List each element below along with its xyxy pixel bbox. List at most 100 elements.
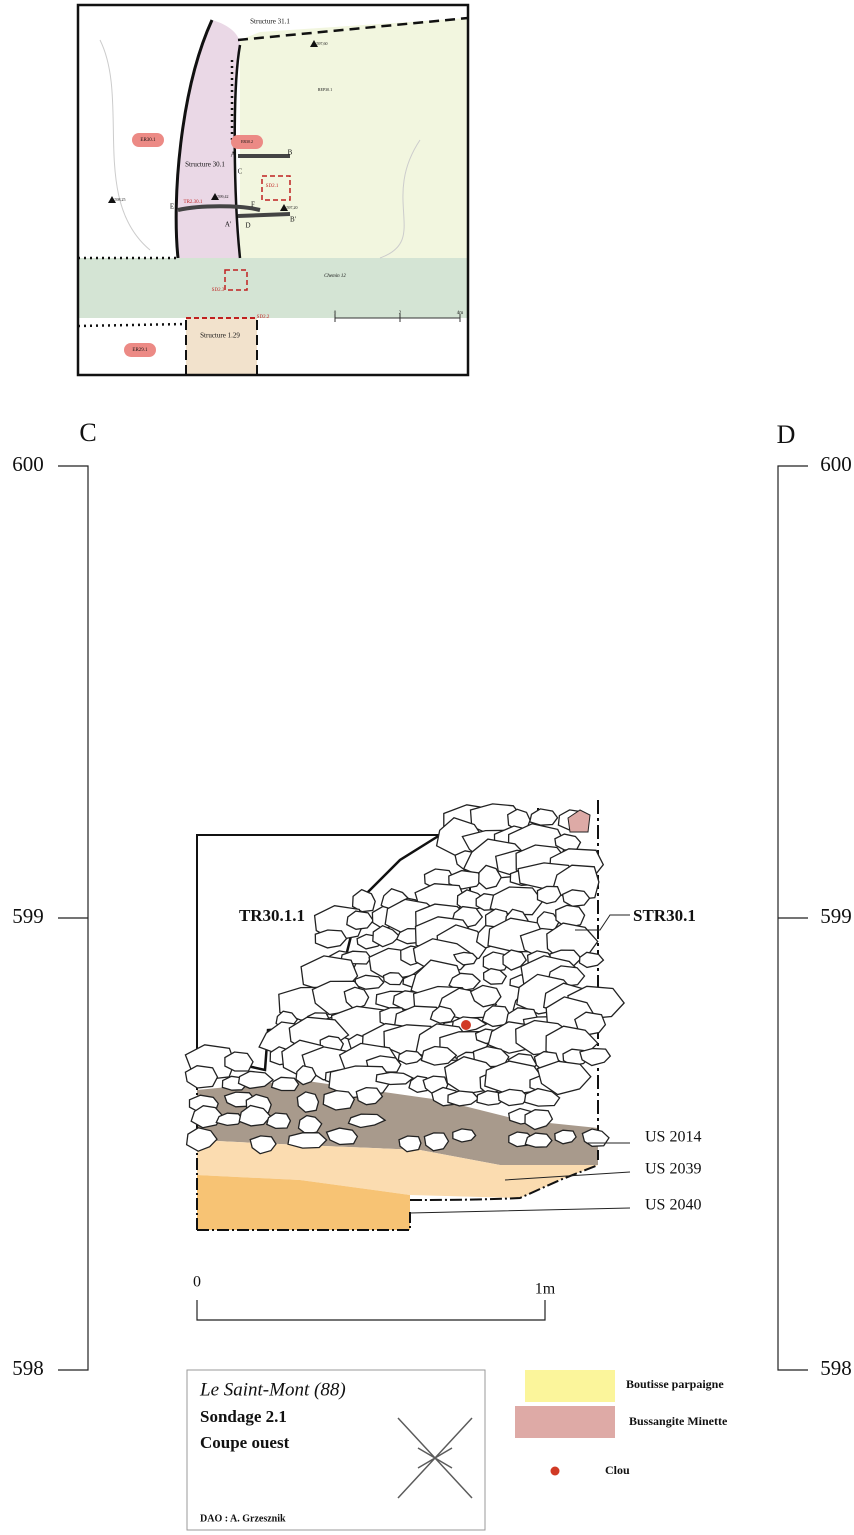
pill (231, 135, 263, 149)
pill (124, 343, 156, 357)
map-label: Structure 31.1 (250, 18, 290, 26)
compass (397, 1417, 473, 1499)
stone (448, 972, 482, 992)
elevation-point (108, 196, 116, 203)
stone (420, 1045, 458, 1066)
map-label: Structure 1.29 (200, 332, 240, 340)
scale-label: 1m (535, 1281, 556, 1298)
stone (322, 1089, 356, 1111)
map-label: 599,42 (218, 194, 229, 200)
stone (224, 1051, 254, 1072)
legend-swatch (550, 1466, 560, 1476)
stone (314, 929, 348, 949)
sondage: Sondage 2.1 (200, 1407, 287, 1426)
zone-label: STR30.1 (633, 906, 696, 925)
map-label: 597,60 (317, 41, 328, 47)
stone (397, 1050, 424, 1065)
stone (375, 1071, 415, 1086)
stone (296, 1091, 320, 1113)
stone (429, 1005, 456, 1024)
stone (190, 1105, 224, 1129)
stone (469, 984, 502, 1008)
elevation-label: 600 (12, 452, 44, 476)
unit-label: US 2040 (645, 1197, 701, 1214)
map-scale-label: 2 (399, 311, 402, 316)
map-label: Chemin 12 (324, 274, 346, 279)
stone (579, 1047, 612, 1067)
stone (502, 949, 528, 971)
map-label: A (230, 151, 235, 159)
pill (132, 133, 164, 147)
stone (347, 1113, 387, 1129)
stone (497, 1088, 529, 1107)
plan-map (76, 3, 470, 377)
stone (351, 888, 376, 913)
stone (325, 1127, 359, 1146)
stone (478, 864, 502, 890)
map-label: 598,25 (115, 197, 126, 203)
legend-label: Bussangite Minette (629, 1414, 728, 1428)
map-label: C (238, 168, 243, 176)
map-label: A' (225, 221, 231, 229)
author: DAO : A. Grzesznik (200, 1513, 286, 1524)
elevation-axes (58, 465, 808, 1371)
stone (287, 1132, 328, 1149)
stone (372, 924, 401, 948)
site: Le Saint-Mont (88) (199, 1379, 346, 1400)
elevation-point (211, 193, 219, 200)
legend-swatch (525, 1370, 615, 1402)
map-label: Structure 30.1 (185, 161, 225, 169)
stone (529, 808, 559, 826)
map-label: D (245, 222, 250, 230)
section-end: C (79, 418, 96, 447)
elevation-label: 599 (820, 904, 852, 928)
legend-label: Boutisse parpaigne (626, 1377, 724, 1391)
scale-bar (196, 1300, 546, 1321)
nail (461, 1020, 471, 1030)
stone (270, 1076, 300, 1092)
map-label: B' (290, 216, 296, 224)
stone (447, 1090, 480, 1107)
view: Coupe ouest (200, 1433, 290, 1452)
elevation-label: 600 (820, 452, 852, 476)
stone (578, 951, 605, 969)
stone (423, 1132, 450, 1152)
stone (452, 1128, 477, 1143)
map-label: SD2.2 (257, 315, 270, 320)
elevation-label: 599 (12, 904, 44, 928)
stone (448, 869, 483, 890)
stone (536, 1060, 592, 1096)
map-label: E (170, 203, 174, 211)
stone (561, 889, 591, 907)
map-scale-label: 0 (334, 311, 337, 316)
map-label: SD2.1 (266, 184, 279, 189)
stone (482, 967, 508, 985)
stone (524, 1132, 553, 1148)
stone (184, 1065, 219, 1089)
stone (398, 1135, 422, 1153)
section (184, 800, 631, 1231)
map-label: 597,20 (287, 205, 298, 211)
map-label: F (251, 201, 255, 209)
stone (554, 833, 582, 851)
stone (554, 1129, 577, 1145)
unit-label: US 2014 (645, 1129, 701, 1146)
cartouche (186, 1369, 486, 1531)
legend-label: Clou (605, 1463, 630, 1477)
elevation-point (280, 204, 288, 211)
stone (382, 972, 405, 986)
stone (524, 1109, 554, 1131)
stone (215, 1112, 244, 1127)
elevation-label: 598 (820, 1356, 852, 1380)
stone (249, 1135, 277, 1155)
scale-label: 0 (193, 1274, 201, 1291)
stone (346, 910, 375, 930)
stone (523, 1087, 561, 1107)
stone (266, 1112, 292, 1130)
stone (551, 864, 600, 901)
stone (238, 1104, 272, 1127)
elevation-point (310, 40, 318, 47)
stone (536, 885, 562, 905)
stone (581, 1128, 610, 1147)
